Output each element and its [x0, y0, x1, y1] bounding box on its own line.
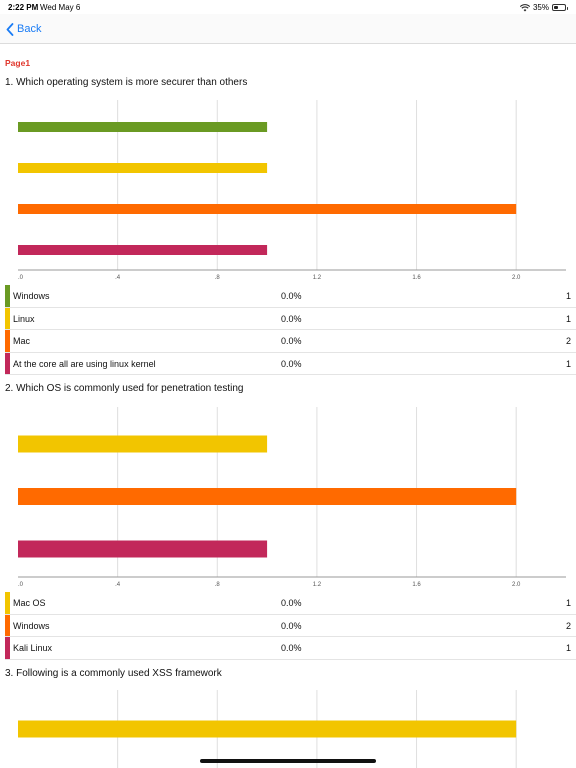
legend-row: Mac OS 0.0% 1 [5, 592, 576, 615]
question-1-chart-svg: .0 .4 .8 1.2 1.6 2.0 [18, 100, 566, 281]
legend-swatch [5, 614, 10, 636]
legend-label: Mac OS [13, 598, 46, 608]
legend-count: 1 [565, 358, 571, 369]
legend-row: At the core all are using linux kernel 0… [5, 352, 576, 375]
x-tick-label: 2.0 [512, 275, 521, 281]
legend-row: Mac 0.0% 2 [5, 330, 576, 353]
legend-swatch [5, 637, 10, 659]
back-button[interactable]: Back [6, 20, 41, 38]
question-3-chart-svg [18, 690, 517, 768]
status-date: Wed May 6 [40, 3, 81, 12]
question-1-chart: .0 .4 .8 1.2 1.6 2.0 [0, 100, 576, 284]
legend-percent: 0.0% [281, 291, 302, 301]
page-label: Page1 [5, 58, 31, 68]
x-tick-label: .0 [18, 275, 24, 281]
legend-count: 1 [565, 643, 571, 653]
bar [18, 204, 517, 214]
x-tick-label: 1.6 [412, 582, 421, 588]
status-bar: 2:22 PM Wed May 6 35% [0, 0, 576, 14]
x-tick-label: .4 [115, 275, 121, 281]
x-tick-label: 1.2 [313, 582, 322, 588]
battery-percent: 35% [532, 3, 549, 12]
x-tick-label: .8 [215, 582, 221, 588]
bar [18, 540, 268, 558]
legend-swatch [5, 285, 10, 307]
question-3-chart [0, 690, 576, 768]
home-indicator[interactable] [200, 759, 376, 763]
legend-count: 1 [565, 313, 571, 324]
legend-percent: 0.0% [281, 358, 302, 369]
legend-count: 2 [565, 336, 571, 346]
legend-row: Windows 0.0% 1 [5, 285, 576, 308]
battery-icon [552, 4, 568, 11]
legend-percent: 0.0% [281, 643, 302, 653]
x-tick-label: 1.2 [313, 275, 322, 281]
battery-fill [554, 6, 558, 9]
bar [18, 488, 517, 505]
x-tick-label: .4 [115, 582, 121, 588]
question-2-title: 2. Which OS is commonly used for penetra… [5, 383, 244, 394]
bar [18, 122, 268, 132]
bar [18, 720, 517, 738]
question-2-legend: Mac OS 0.0% 1 Windows 0.0% 2 Kali Linux … [5, 592, 576, 660]
question-3-title: 3. Following is a commonly used XSS fram… [5, 668, 222, 679]
question-1-legend: Windows 0.0% 1 Linux 0.0% 1 Mac 0.0% 2 A… [5, 285, 576, 375]
legend-count: 1 [565, 291, 571, 301]
legend-count: 1 [565, 598, 571, 608]
legend-label: Mac [13, 336, 31, 346]
question-2-chart-svg: .0 .4 .8 1.2 1.6 2.0 [18, 407, 566, 588]
question-1-title: 1. Which operating system is more secure… [5, 77, 248, 88]
legend-swatch [5, 330, 10, 352]
question-2-chart: .0 .4 .8 1.2 1.6 2.0 [0, 407, 576, 591]
legend-percent: 0.0% [281, 620, 302, 631]
legend-label: At the core all are using linux kernel [13, 358, 156, 369]
legend-percent: 0.0% [281, 598, 302, 608]
x-tick-label: .0 [18, 582, 24, 588]
status-time: 2:22 PM [8, 3, 39, 12]
legend-swatch [5, 352, 10, 374]
bar [18, 245, 268, 255]
legend-percent: 0.0% [281, 336, 302, 346]
legend-count: 2 [565, 620, 571, 631]
legend-row: Kali Linux 0.0% 1 [5, 637, 576, 660]
x-tick-label: 1.6 [412, 275, 421, 281]
legend-row: Linux 0.0% 1 [5, 307, 576, 330]
legend-row: Windows 0.0% 2 [5, 614, 576, 637]
legend-label: Linux [13, 313, 35, 324]
legend-label: Windows [13, 620, 50, 631]
legend-swatch [5, 307, 10, 329]
status-right: 35% [519, 3, 568, 12]
legend-label: Kali Linux [13, 643, 53, 653]
x-tick-label: .8 [215, 275, 221, 281]
legend-label: Windows [13, 291, 50, 301]
navigation-bar: Back [0, 14, 576, 44]
legend-swatch [5, 592, 10, 614]
bar [18, 435, 268, 453]
legend-percent: 0.0% [281, 313, 302, 324]
bar [18, 163, 268, 173]
chevron-left-icon [6, 22, 14, 36]
x-tick-label: 2.0 [512, 582, 521, 588]
back-label: Back [17, 23, 42, 35]
wifi-icon [519, 3, 531, 12]
